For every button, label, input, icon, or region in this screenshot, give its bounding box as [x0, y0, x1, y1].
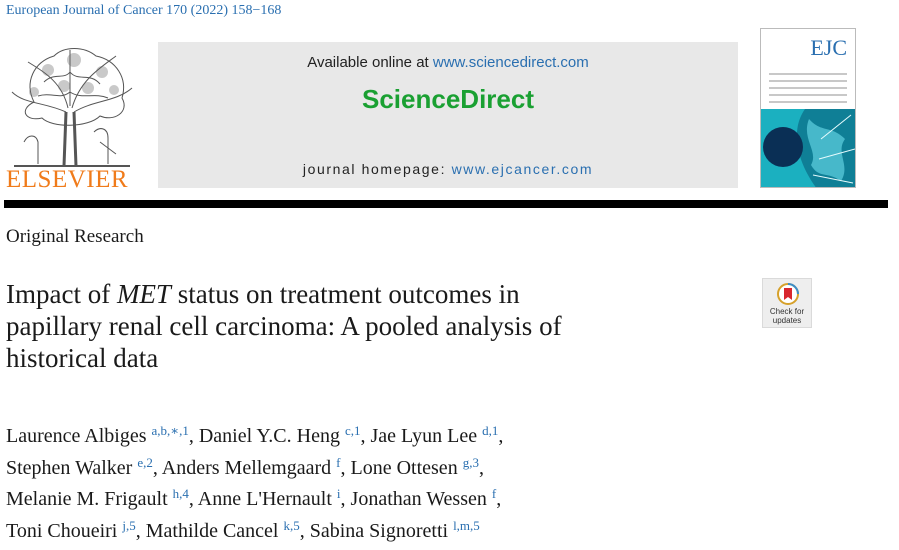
author-name[interactable]: Mathilde Cancel — [145, 519, 279, 542]
author-name[interactable]: Sabina Signoretti — [309, 519, 449, 542]
sciencedirect-link[interactable]: www.sciencedirect.com — [432, 54, 589, 71]
journal-cover-thumbnail[interactable]: EJC — [760, 28, 856, 188]
author-affiliation-ref[interactable]: j,5 — [122, 517, 136, 533]
author-affiliation-ref[interactable]: l,m,5 — [453, 517, 480, 533]
elsevier-tree-icon — [11, 48, 133, 167]
title-text: Impact of — [6, 279, 117, 309]
author-name[interactable]: Anne L'Hernault — [197, 488, 332, 510]
author-affiliation-ref[interactable]: k,5 — [283, 517, 300, 533]
author-name[interactable]: Jonathan Wessen — [350, 488, 487, 510]
header-divider — [4, 200, 888, 208]
check-label-line-1: Check for — [769, 307, 805, 316]
author-name[interactable]: Anders Mellemgaard — [161, 456, 332, 479]
article-title: Impact of MET status on treatment outcom… — [6, 278, 726, 374]
author-name[interactable]: Stephen Walker — [6, 456, 133, 479]
author-affiliation-ref[interactable]: d,1 — [482, 423, 499, 438]
author-separator: , — [360, 425, 371, 447]
check-for-updates-label: Check for updates — [763, 307, 811, 325]
author-name[interactable]: Toni Choueiri — [6, 519, 118, 542]
author-affiliation-ref[interactable]: i — [336, 486, 341, 501]
journal-homepage-link[interactable]: www.ejcancer.com — [451, 161, 594, 177]
cover-text-lines — [769, 73, 847, 108]
journal-masthead: ELSEVIER Available online at www.science… — [4, 28, 886, 193]
author-separator: , — [496, 488, 502, 510]
author-name[interactable]: Melanie M. Frigault — [6, 488, 168, 510]
author-separator: , — [299, 519, 310, 542]
author-separator: , — [135, 519, 146, 542]
author-name[interactable]: Lone Ottesen — [350, 456, 458, 479]
author-name[interactable]: Jae Lyun Lee — [370, 425, 478, 447]
author-separator: , — [152, 456, 162, 479]
check-for-updates-icon — [777, 283, 799, 305]
journal-homepage-text: journal homepage: www.ejcancer.com — [158, 161, 738, 177]
available-online-text: Available online at www.sciencedirect.co… — [158, 54, 738, 71]
title-gene-name: MET — [116, 279, 171, 309]
author-name[interactable]: Laurence Albiges — [6, 425, 147, 447]
author-name[interactable]: Daniel Y.C. Heng — [198, 425, 340, 447]
journal-citation[interactable]: European Journal of Cancer 170 (2022) 15… — [6, 3, 282, 18]
author-affiliation-ref[interactable]: h,4 — [172, 486, 189, 501]
author-line-2: Stephen Walker e,2, Anders Mellemgaard f… — [6, 450, 766, 482]
cover-title: EJC — [810, 35, 847, 60]
author-separator: , — [478, 456, 484, 479]
author-affiliation-ref[interactable]: e,2 — [137, 454, 153, 470]
title-line-1: Impact of MET status on treatment outcom… — [6, 278, 726, 310]
elsevier-logo[interactable]: ELSEVIER — [4, 28, 144, 193]
check-for-updates-button[interactable]: Check for updates — [762, 278, 812, 328]
available-prefix: Available online at — [307, 54, 433, 71]
elsevier-wordmark: ELSEVIER — [6, 166, 129, 193]
author-separator: , — [498, 425, 504, 447]
author-line-1: Laurence Albiges a,b,∗,1, Daniel Y.C. He… — [6, 418, 766, 450]
author-affiliation-ref[interactable]: g,3 — [462, 454, 479, 470]
title-text: status on treatment outcomes in — [170, 279, 520, 309]
article-type: Original Research — [6, 226, 144, 247]
author-separator: , — [188, 425, 199, 447]
author-line-3: Melanie M. Frigault h,4, Anne L'Hernault… — [6, 481, 766, 513]
title-line-3: historical data — [6, 343, 159, 373]
title-line-2: papillary renal cell carcinoma: A pooled… — [6, 311, 562, 341]
sciencedirect-logo[interactable]: ScienceDirect — [362, 84, 534, 114]
author-separator: , — [340, 456, 351, 479]
cover-artwork-icon — [761, 109, 855, 187]
author-affiliation-ref[interactable]: a,b,∗,1 — [151, 423, 189, 438]
check-label-line-2: updates — [772, 316, 802, 325]
author-separator: , — [340, 488, 351, 510]
author-list: Laurence Albiges a,b,∗,1, Daniel Y.C. He… — [6, 418, 766, 544]
author-separator: , — [188, 488, 198, 510]
author-affiliation-ref[interactable]: c,1 — [344, 423, 361, 438]
author-affiliation-ref[interactable]: f — [336, 454, 341, 470]
author-affiliation-ref[interactable]: f — [491, 486, 497, 501]
author-line-4: Toni Choueiri j,5, Mathilde Cancel k,5, … — [6, 513, 766, 545]
homepage-prefix: journal homepage: — [302, 161, 452, 177]
sciencedirect-banner: Available online at www.sciencedirect.co… — [158, 42, 738, 188]
